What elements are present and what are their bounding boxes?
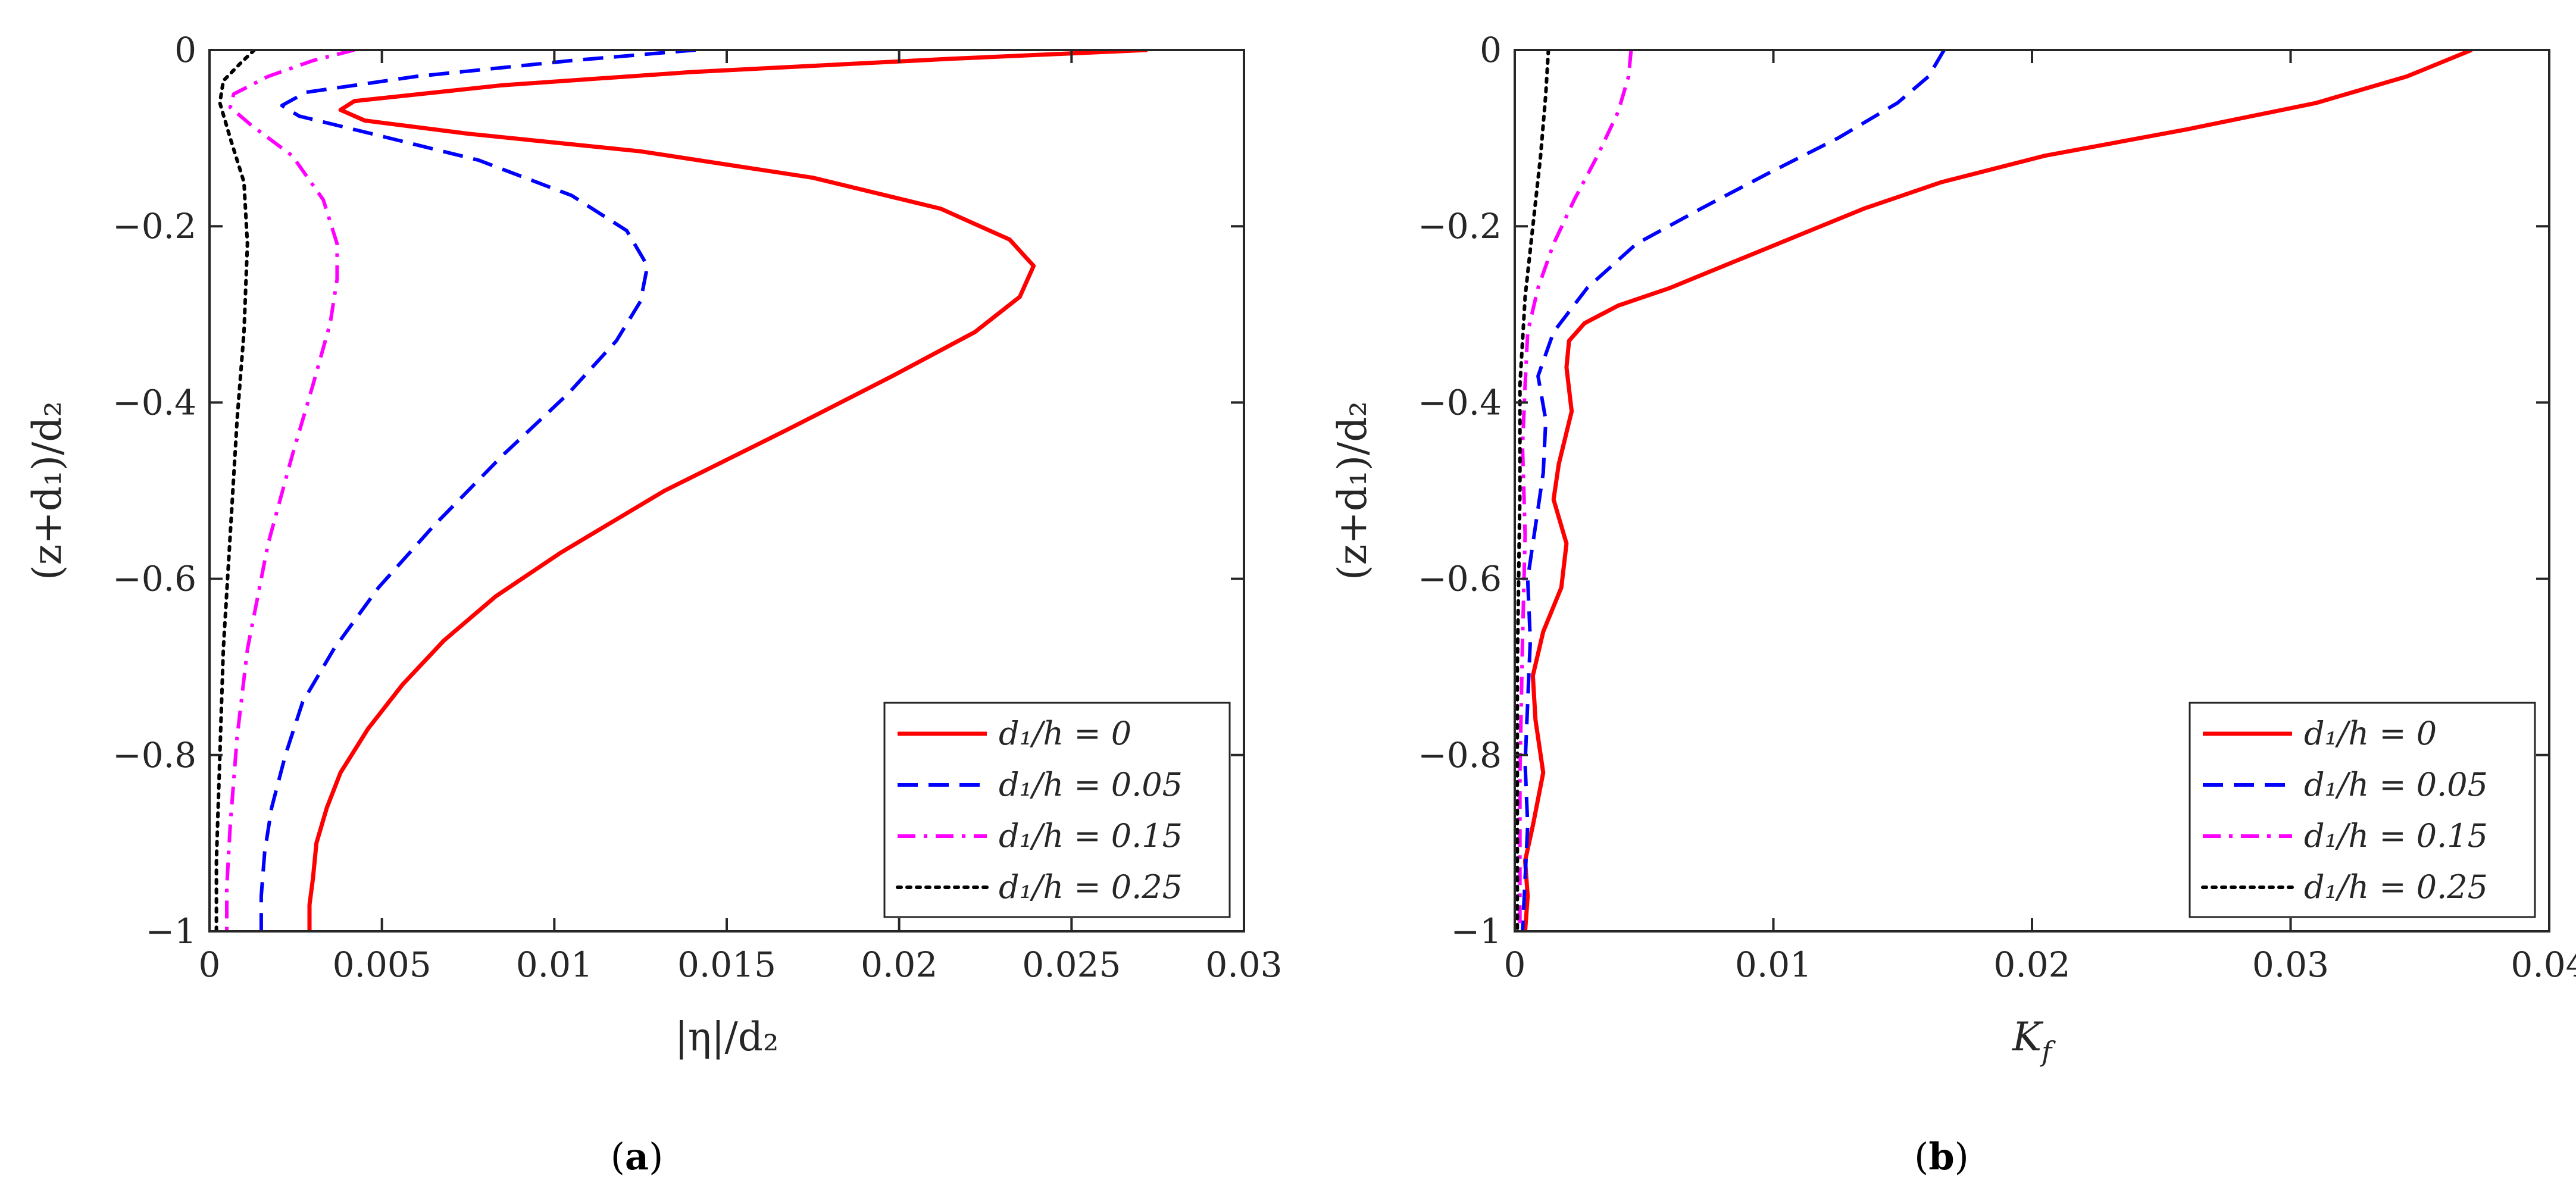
panel-b-x-tick-label: 0.01	[1735, 944, 1812, 985]
panel-b-x-tick-label: 0.02	[1993, 944, 2070, 985]
panel-b-legend-entry-1: d₁/h = 0.05	[2304, 766, 2488, 803]
panel-b-series	[1515, 50, 2472, 931]
panel-a-y-tick-label: −0.8	[112, 735, 196, 775]
panel-b-legend-entry-3: d₁/h = 0.25	[2304, 868, 2488, 906]
panel-a-y-tick-label: 0	[174, 30, 196, 70]
panel-a-x-tick-label: 0.025	[1022, 944, 1121, 985]
panel-b-x-tick-label: 0	[1504, 944, 1526, 985]
panel-a-series	[214, 50, 1148, 931]
panel-b-y-tick-label: −0.8	[1418, 735, 1502, 775]
panel-a-y-tick-label: −0.2	[112, 206, 196, 246]
panel-b-x-tick-label: 0.03	[2252, 944, 2329, 985]
panel-a-y-tick-label: −1	[146, 911, 197, 952]
panel-a-x-tick-label: 0.02	[861, 944, 937, 985]
panel-a-x-tick-label: 0.03	[1205, 944, 1282, 985]
panel-a-x-tick-label: 0.015	[677, 944, 776, 985]
panel-a-x-tick-label: 0.01	[516, 944, 593, 985]
panel-a-y-tick-label: −0.6	[112, 559, 196, 599]
panel-a-caption: (a)	[611, 1135, 664, 1178]
panel-b-legend-box	[2189, 702, 2536, 918]
panel-a-legend-box	[883, 702, 1231, 918]
panel-b-y-tick-label: −0.4	[1418, 382, 1502, 423]
panel-a-series-3-line	[214, 50, 257, 931]
panel-a-legend-entry-3: d₁/h = 0.25	[999, 868, 1183, 906]
panel-a-legend-entry-1: d₁/h = 0.05	[999, 766, 1183, 803]
panel-b-series-2-line	[1518, 50, 1633, 931]
panel-a-ticks: 0 0.005 0.01 0.015 0.02 0.025 0.03 0 −0.2 −0.4 −0.…	[112, 30, 1282, 985]
panel-b-x-tick-label: 0.04	[2511, 944, 2576, 985]
panel-a-series-0-line	[307, 50, 1148, 931]
panel-b-series-0-line	[1523, 50, 2472, 931]
panel-a-x-axis-label: |η|/d₂	[675, 1014, 779, 1060]
panel-a-x-tick-label: 0	[199, 944, 221, 985]
panel-b-y-tick-label: −1	[1451, 911, 1502, 952]
panel-a-series-2-line	[225, 50, 355, 931]
panel-a-y-tick-label: −0.4	[112, 382, 196, 423]
panel-b-y-tick-label: −0.6	[1418, 559, 1502, 599]
panel-b-legend-entry-2: d₁/h = 0.15	[2304, 817, 2488, 855]
panel-b-y-tick-label: 0	[1480, 30, 1502, 70]
panel-a-legend: d₁/h = 0 d₁/h = 0.05 d₁/h = 0.15 d₁/h = 0.2…	[883, 702, 1231, 918]
panel-b-legend: d₁/h = 0 d₁/h = 0.05 d₁/h = 0.15 d₁/h = 0.2…	[2189, 702, 2536, 918]
panel-b-y-tick-label: −0.2	[1418, 206, 1502, 246]
panel-b: 00.010.020.030.040−0.2−0.4−0.6−0.8−1 Kf …	[1330, 30, 2576, 1178]
panel-b-series-1-line	[1521, 50, 1946, 931]
panel-a-y-axis-label: (z+d₁)/d₂	[24, 401, 70, 580]
panel-b-legend-entry-0: d₁/h = 0	[2304, 715, 2437, 752]
panel-b-y-axis-label: (z+d₁)/d₂	[1330, 401, 1375, 580]
panel-a-x-tick-label: 0.005	[333, 944, 432, 985]
panel-a: 0 0.005 0.01 0.015 0.02 0.025 0.03 0 −0.2 −0.4 −0.…	[24, 30, 1283, 1178]
panel-a-legend-entry-0: d₁/h = 0	[999, 715, 1131, 752]
panel-b-series-3-line	[1515, 50, 1550, 931]
panel-a-legend-entry-2: d₁/h = 0.15	[999, 817, 1183, 855]
panel-b-caption: (b)	[1914, 1135, 1969, 1178]
panel-a-series-1-line	[259, 50, 696, 931]
panel-b-ticks: 0 0.01 0.02 0.03 0.04 0 −0.2 −0.4 −0.6 −0.8 −1	[1418, 30, 2576, 985]
